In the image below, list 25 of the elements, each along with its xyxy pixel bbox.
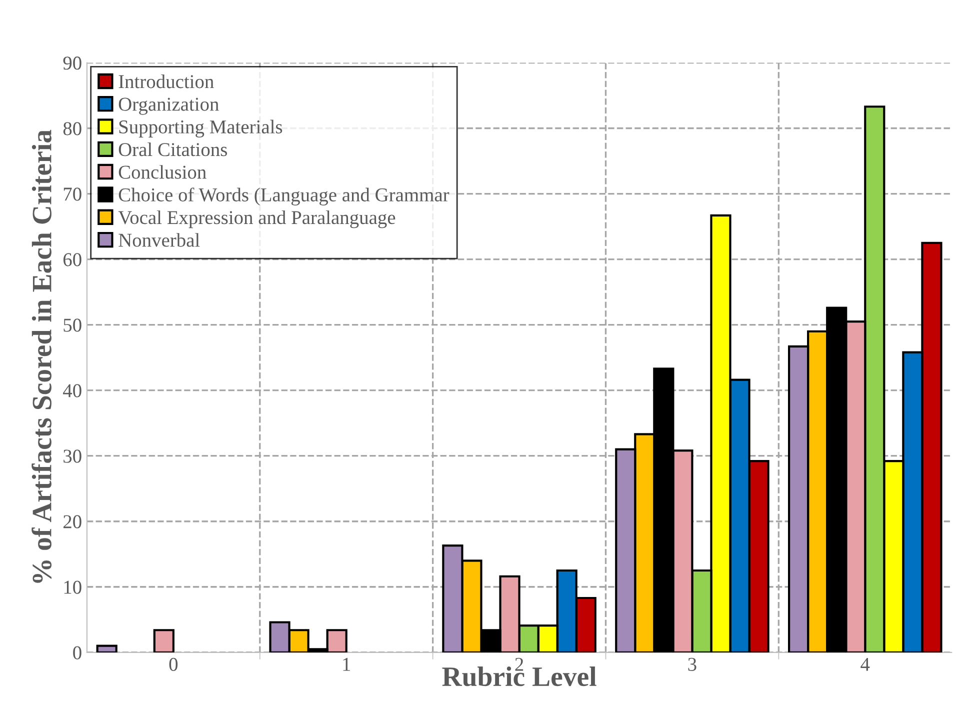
- x-tick-label: 1: [343, 658, 350, 671]
- y-tick-label: 20: [64, 515, 82, 528]
- y-tick-label: 70: [64, 188, 82, 201]
- y-tick-label: 40: [63, 384, 82, 398]
- legend-label: Vocal Expression and Paralanguage: [118, 210, 396, 228]
- bar: [96, 644, 118, 652]
- y-tick-label: 30: [64, 450, 82, 463]
- y-tick-label: 10: [64, 580, 82, 594]
- legend-label: Introduction: [118, 74, 214, 88]
- y-tick-label: 80: [63, 122, 82, 136]
- x-tick-label: 3: [688, 658, 696, 671]
- legend-label: Oral Citations: [118, 142, 227, 156]
- y-tick-label: 50: [64, 318, 82, 332]
- y-tick-label: 0: [73, 646, 82, 660]
- y-axis-title: % of Artifacts Scored in Each Criteria: [32, 130, 52, 583]
- legend-label: Choice of Words (Language and Grammar: [118, 188, 450, 206]
- legend-label: Conclusion: [118, 165, 206, 179]
- legend-label: Supporting Materials: [119, 120, 282, 138]
- bar: [153, 629, 174, 652]
- legend-label: Organization: [118, 98, 219, 115]
- y-tick-label: 90: [63, 56, 82, 70]
- x-tick-label: 4: [860, 658, 870, 671]
- y-tick-label: 60: [63, 253, 82, 266]
- x-tick-label: 0: [169, 658, 178, 671]
- legend-label: Nonverbal: [118, 233, 200, 247]
